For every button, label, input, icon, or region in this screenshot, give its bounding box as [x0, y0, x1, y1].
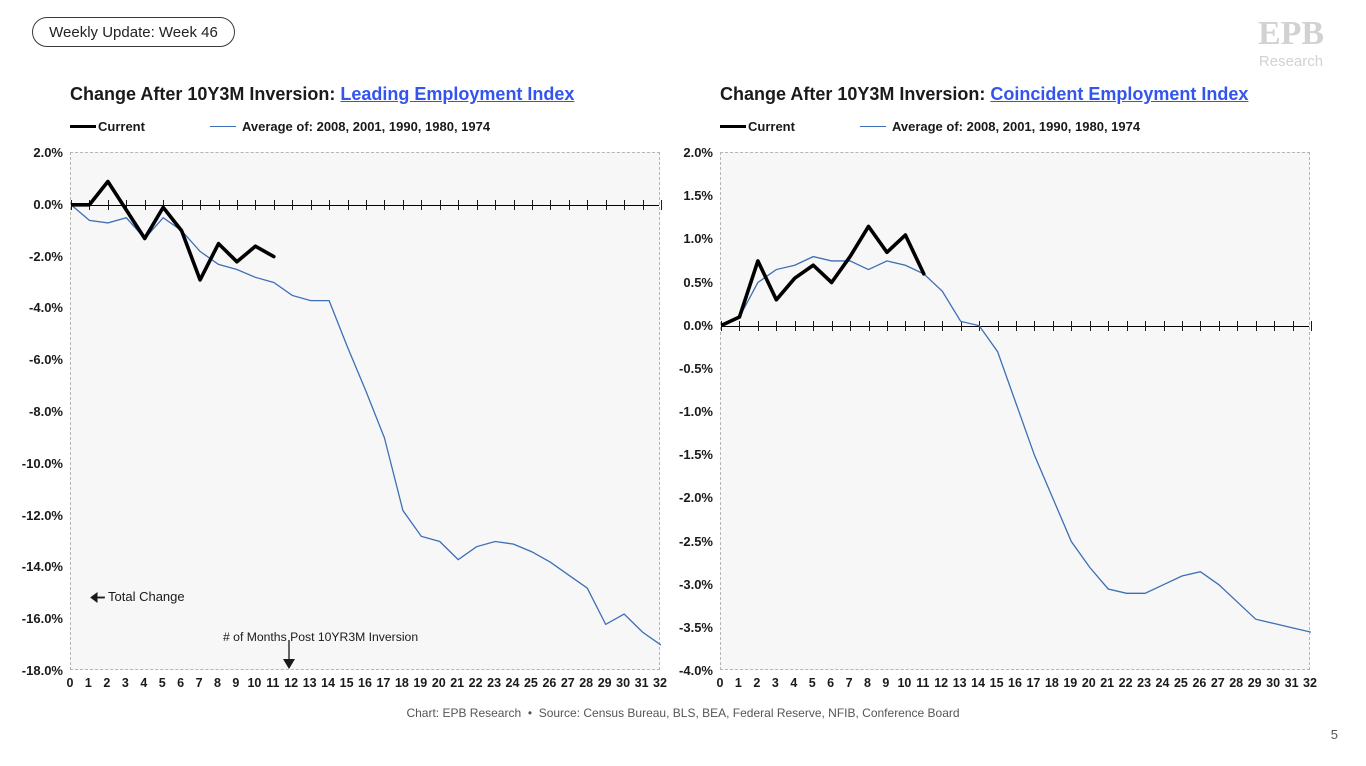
svg-text:EPB: EPB — [1258, 15, 1324, 52]
